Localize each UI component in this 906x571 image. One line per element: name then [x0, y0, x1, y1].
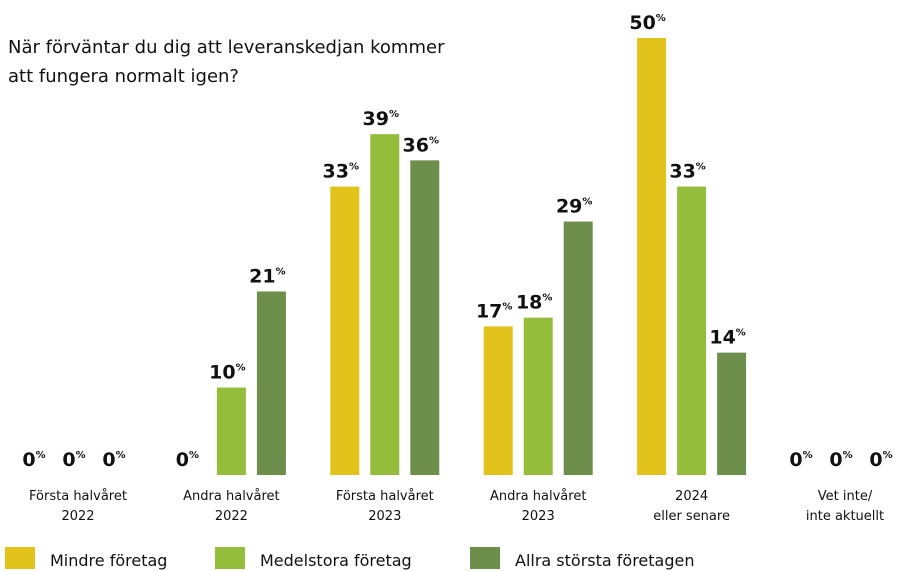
value-unit: %	[236, 363, 246, 374]
chart-title: att fungera normalt igen?	[8, 66, 239, 87]
value-label: 0%	[869, 449, 892, 471]
x-tick-label: 2023	[522, 509, 555, 524]
value-number: 10	[209, 362, 235, 384]
value-unit: %	[696, 162, 706, 173]
value-unit: %	[502, 301, 512, 312]
x-tick-label: 2022	[215, 509, 248, 524]
chart-title: När förväntar du dig att leveranskedjan …	[8, 37, 445, 58]
x-tick-label: Vet inte/	[818, 489, 873, 504]
value-unit: %	[843, 450, 853, 461]
value-number: 21	[249, 265, 275, 287]
value-number: 39	[363, 108, 389, 130]
value-unit: %	[116, 450, 126, 461]
value-number: 0	[176, 449, 189, 471]
bar	[523, 317, 553, 475]
value-number: 33	[323, 161, 349, 183]
legend-label: Allra största företagen	[515, 551, 695, 570]
value-unit: %	[349, 162, 359, 173]
value-label: 21%	[249, 265, 285, 287]
value-unit: %	[542, 293, 552, 304]
value-label: 0%	[62, 449, 85, 471]
value-unit: %	[582, 197, 592, 208]
value-unit: %	[276, 266, 286, 277]
value-unit: %	[803, 450, 813, 461]
x-tick-label: eller senare	[653, 509, 730, 524]
bar	[677, 186, 707, 475]
x-tick-label: Andra halvåret	[183, 489, 279, 504]
value-number: 14	[709, 327, 735, 349]
bar	[483, 326, 513, 475]
value-label: 0%	[22, 449, 45, 471]
value-label: 17%	[476, 300, 512, 322]
bar	[410, 160, 440, 476]
x-tick-label: inte aktuellt	[806, 509, 884, 524]
value-number: 0	[869, 449, 882, 471]
bar	[256, 291, 286, 475]
value-unit: %	[189, 450, 199, 461]
value-number: 50	[629, 12, 655, 34]
value-number: 0	[829, 449, 842, 471]
value-unit: %	[36, 450, 46, 461]
value-unit: %	[656, 13, 666, 24]
value-label: 0%	[789, 449, 812, 471]
bar	[563, 221, 593, 475]
bar	[717, 352, 747, 475]
bar	[330, 186, 360, 475]
value-label: 33%	[669, 161, 705, 183]
value-label: 36%	[403, 134, 439, 156]
value-label: 0%	[829, 449, 852, 471]
legend-label: Medelstora företag	[260, 551, 412, 570]
value-number: 17	[476, 300, 502, 322]
legend-label: Mindre företag	[50, 551, 167, 570]
x-tick-label: Första halvåret	[336, 489, 434, 504]
x-tick-label: 2022	[61, 509, 94, 524]
x-tick-label: 2023	[368, 509, 401, 524]
value-unit: %	[389, 109, 399, 120]
value-label: 33%	[323, 161, 359, 183]
value-unit: %	[736, 328, 746, 339]
value-unit: %	[883, 450, 893, 461]
value-unit: %	[76, 450, 86, 461]
bar	[370, 134, 400, 475]
value-number: 36	[403, 134, 429, 156]
bar	[637, 38, 667, 475]
value-label: 18%	[516, 292, 552, 314]
value-label: 0%	[176, 449, 199, 471]
legend-swatch	[470, 547, 500, 569]
x-tick-label: 2024	[675, 489, 708, 504]
value-label: 0%	[102, 449, 125, 471]
value-unit: %	[429, 135, 439, 146]
value-number: 0	[22, 449, 35, 471]
value-label: 29%	[556, 196, 592, 218]
legend-swatch	[215, 547, 245, 569]
value-label: 14%	[709, 327, 745, 349]
value-number: 0	[789, 449, 802, 471]
value-label: 50%	[629, 12, 665, 34]
value-number: 29	[556, 196, 582, 218]
value-label: 10%	[209, 362, 245, 384]
value-label: 39%	[363, 108, 399, 130]
value-number: 0	[62, 449, 75, 471]
legend-swatch	[5, 547, 35, 569]
x-tick-label: Första halvåret	[29, 489, 127, 504]
value-number: 0	[102, 449, 115, 471]
x-tick-label: Andra halvåret	[490, 489, 586, 504]
value-number: 18	[516, 292, 542, 314]
value-number: 33	[669, 161, 695, 183]
bar	[216, 387, 246, 475]
